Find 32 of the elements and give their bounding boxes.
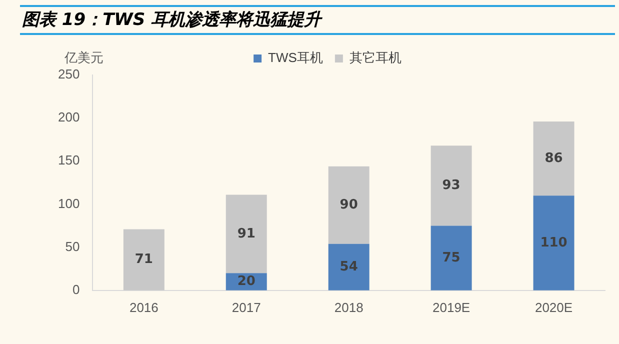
data-label: 93 — [442, 178, 460, 194]
y-tick-label: 150 — [58, 152, 80, 168]
data-label: 91 — [237, 226, 256, 242]
x-tick-label: 2017 — [232, 300, 261, 315]
bar — [533, 196, 574, 290]
data-label: 71 — [134, 252, 153, 268]
bar — [533, 122, 574, 196]
data-label: 110 — [540, 235, 568, 250]
chart-title: 图表 19：TWS 耳机渗透率将迅猛提升 — [20, 5, 615, 35]
y-tick-label: 0 — [72, 282, 80, 297]
bar — [123, 229, 164, 290]
y-tick-label: 200 — [58, 110, 80, 125]
bar — [328, 244, 370, 290]
bar — [430, 146, 472, 226]
data-label: 75 — [442, 250, 460, 266]
x-tick-label: 2020E — [534, 300, 573, 315]
y-axis-title: 亿美元 — [64, 50, 104, 66]
x-tick-label: 2016 — [129, 300, 158, 315]
y-tick-label: 100 — [58, 196, 80, 211]
legend-label: TWS耳机 — [268, 50, 323, 66]
y-tick-label: 50 — [65, 238, 80, 254]
legend-label: 其它耳机 — [349, 50, 402, 66]
data-label: 54 — [340, 260, 358, 275]
x-tick-label: 2018 — [334, 300, 364, 315]
data-label: 90 — [340, 197, 358, 212]
y-tick-label: 250 — [58, 66, 80, 82]
data-label: 86 — [544, 150, 563, 166]
x-tick-label: 2019E — [432, 300, 470, 315]
data-label: 20 — [237, 274, 256, 290]
bar — [226, 194, 267, 274]
bar — [430, 226, 472, 290]
bar — [328, 166, 370, 244]
